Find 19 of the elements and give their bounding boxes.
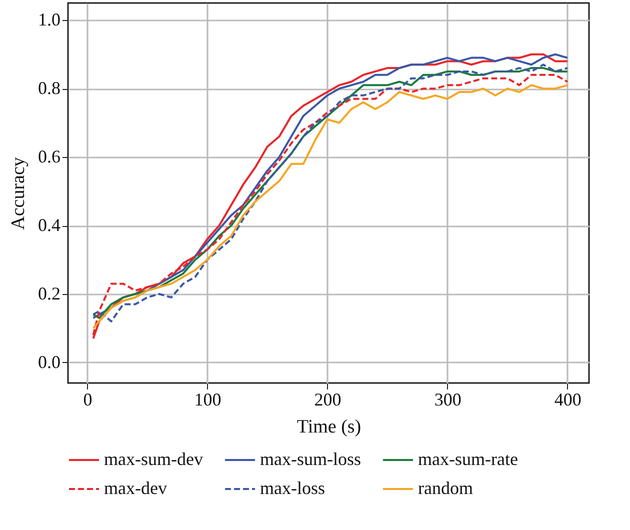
- legend-label: max-sum-loss: [260, 449, 361, 469]
- x-axis-title: Time (s): [296, 416, 362, 438]
- x-tick-label: 0: [83, 390, 92, 410]
- y-tick-label: 0.0: [38, 352, 60, 372]
- legend-label: max-sum-rate: [418, 449, 518, 469]
- x-tick-label: 100: [194, 390, 222, 410]
- y-tick-label: 0.8: [38, 78, 60, 98]
- legend-label: max-sum-dev: [104, 449, 203, 469]
- x-tick-label: 300: [434, 390, 462, 410]
- y-tick-label: 1.0: [38, 10, 60, 30]
- x-tick-label: 200: [314, 390, 342, 410]
- y-axis-title: Accuracy: [8, 156, 29, 230]
- legend-label: max-loss: [260, 478, 325, 498]
- x-tick-label: 400: [554, 390, 582, 410]
- y-tick-label: 0.4: [38, 215, 60, 236]
- y-tick-label: 0.6: [38, 146, 60, 167]
- y-tick-label: 0.2: [38, 283, 60, 304]
- legend-label: random: [418, 478, 473, 498]
- legend-label: max-dev: [104, 478, 167, 498]
